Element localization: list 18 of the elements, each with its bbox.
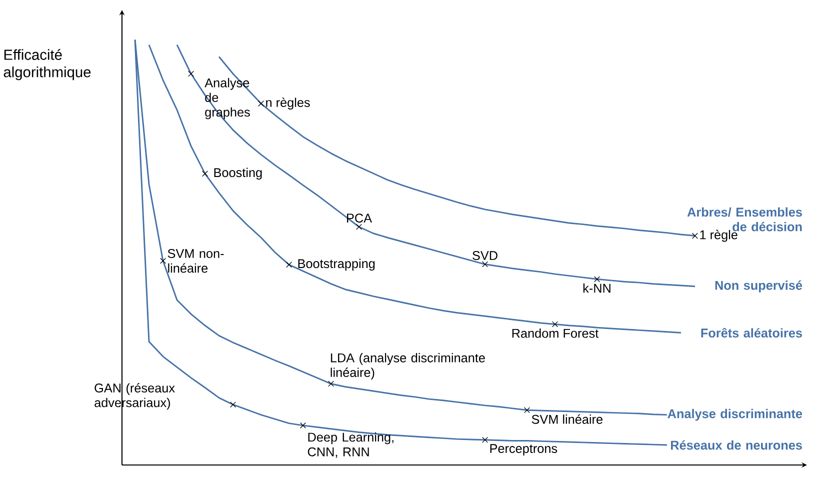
annotation: SVM non-linéaire xyxy=(168,249,224,273)
annotation: Boosting xyxy=(214,168,262,180)
annotation: Deep Learning, CNN, RNN xyxy=(308,432,394,458)
annotation: PCA xyxy=(347,214,372,223)
series-label: Analyse discriminante xyxy=(668,408,802,421)
annotation: LDA (analyse discriminante linéaire) xyxy=(330,353,485,380)
annotation: SVM linéaire xyxy=(532,414,602,424)
series-label: Forêts aléatoires xyxy=(701,328,802,338)
series-label: Non supervisé xyxy=(715,280,802,292)
annotation: Bootstrapping xyxy=(298,258,375,271)
annotation: k-NN xyxy=(583,283,610,293)
annotation: n règles xyxy=(266,98,310,110)
annotation: 1 règle xyxy=(700,230,738,242)
series-label: Réseaux de neurones xyxy=(671,440,802,450)
annotation: Perceptrons xyxy=(490,444,558,456)
annotation: SVD xyxy=(472,251,498,260)
y-axis-title: Efficacité algorithmique xyxy=(4,49,91,80)
annotation: Random Forest xyxy=(512,328,599,338)
